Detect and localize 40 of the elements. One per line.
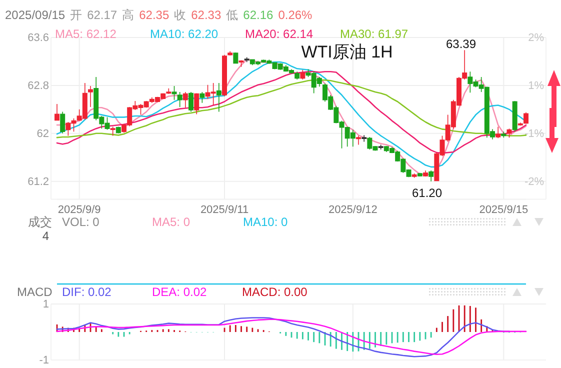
text: 62.16 <box>243 8 274 22</box>
text: VOL: 0 <box>62 215 100 229</box>
y2-tick-label: 2% <box>528 32 544 44</box>
x-tick-label: 2025/9/12 <box>328 204 378 216</box>
x-tick-label: 2025/9/15 <box>479 204 528 216</box>
y-tick-label: -1 <box>39 354 49 367</box>
chart-title: WTI原油 1H <box>301 42 393 62</box>
text: 开 <box>70 8 82 22</box>
text: 62.17 <box>87 8 118 22</box>
x-tick-label: 2025/9/9 <box>58 204 101 216</box>
text: MA5: 62.12 <box>55 27 117 41</box>
y2-tick-label: -1% <box>524 128 544 140</box>
text: 4 <box>42 229 50 243</box>
text: 0.26% <box>278 8 313 22</box>
chart-title: MACD <box>17 285 53 299</box>
text: 62.35 <box>139 8 170 22</box>
text: MA5: 0 <box>152 215 190 229</box>
text: 2025/09/15 <box>5 8 66 22</box>
y-tick-label: 1 <box>42 298 49 311</box>
text: MA10: 0 <box>243 215 288 229</box>
y-tick-label: 62 <box>36 128 49 140</box>
annotation: 63.39 <box>446 37 476 51</box>
text: DIF: 0.02 <box>62 285 112 299</box>
text: 成交 <box>28 215 52 229</box>
text: 62.33 <box>191 8 222 22</box>
x-tick-label: 2025/9/11 <box>200 204 249 216</box>
text: 低 <box>226 8 238 22</box>
y-tick-label: 62.8 <box>28 80 49 92</box>
text: MA30: 61.97 <box>340 27 408 41</box>
annotation: 61.20 <box>412 186 442 200</box>
text: MA10: 62.20 <box>150 27 218 41</box>
text: MACD: 0.00 <box>242 285 308 299</box>
y2-tick-label: -2% <box>524 176 544 188</box>
y-tick-label: 63.6 <box>28 32 49 44</box>
text: 收 <box>174 8 186 22</box>
y-tick-label: 61.2 <box>28 176 49 188</box>
text: DEA: 0.02 <box>152 285 208 299</box>
text: 高 <box>122 8 134 22</box>
y2-tick-label: 1% <box>528 80 544 92</box>
text: MA20: 62.14 <box>245 27 314 41</box>
